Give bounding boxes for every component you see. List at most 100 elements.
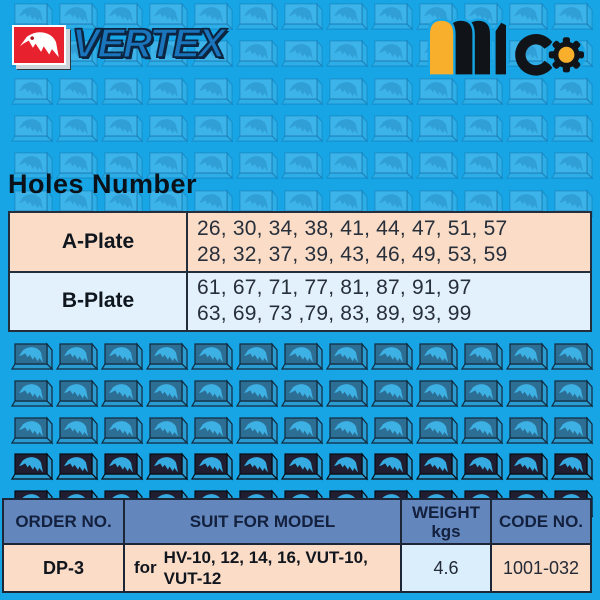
eagle-tile-icon bbox=[415, 342, 459, 371]
eagle-tile-icon bbox=[10, 114, 54, 143]
b-plate-label: B-Plate bbox=[10, 272, 186, 330]
eagle-tile-icon bbox=[235, 416, 279, 445]
eagle-tile-icon bbox=[145, 379, 189, 408]
eagle-tile-icon bbox=[460, 114, 504, 143]
eagle-tile-icon bbox=[325, 342, 369, 371]
eagle-tile-icon bbox=[550, 2, 594, 31]
weight-value: 4.6 bbox=[402, 545, 490, 591]
eagle-tile-icon bbox=[235, 452, 279, 481]
eagle-tile-icon bbox=[550, 416, 594, 445]
eagle-tile-icon bbox=[10, 452, 54, 481]
eagle-tile-icon bbox=[145, 114, 189, 143]
gear-icon bbox=[547, 35, 586, 74]
eagle-tile-icon bbox=[190, 2, 234, 31]
eagle-icon bbox=[19, 32, 59, 58]
eagle-tile-icon bbox=[190, 114, 234, 143]
eagle-tile-icon bbox=[100, 2, 144, 31]
eagle-tile-icon bbox=[235, 39, 279, 68]
b-plate-values: 61, 67, 71, 77, 81, 87, 91, 97 63, 69, 7… bbox=[188, 272, 590, 330]
code-no-value: 1001-032 bbox=[492, 545, 590, 591]
eagle-tile-icon bbox=[280, 77, 324, 106]
eagle-tile-icon bbox=[55, 452, 99, 481]
eagle-tile-icon bbox=[190, 39, 234, 68]
b-plate-line1: 61, 67, 71, 77, 81, 87, 91, 97 bbox=[197, 276, 472, 300]
eagle-tile-icon bbox=[325, 151, 369, 180]
eagle-tile-icon bbox=[415, 416, 459, 445]
eagle-tile-icon bbox=[370, 452, 414, 481]
eagle-tile-icon bbox=[370, 416, 414, 445]
eagle-tile-icon bbox=[415, 114, 459, 143]
eagle-tile-icon bbox=[190, 379, 234, 408]
order-no-header: ORDER NO. bbox=[4, 500, 123, 543]
a-plate-line2: 28, 32, 37, 39, 43, 46, 49, 53, 59 bbox=[197, 242, 508, 266]
eagle-tile-icon bbox=[325, 379, 369, 408]
eagle-tile-icon bbox=[325, 2, 369, 31]
eagle-tile-icon bbox=[235, 151, 279, 180]
eagle-tile-icon bbox=[505, 151, 549, 180]
eagle-tile-icon bbox=[100, 416, 144, 445]
eagle-tile-icon bbox=[235, 379, 279, 408]
eagle-tile-icon bbox=[280, 416, 324, 445]
a-plate-values: 26, 30, 34, 38, 41, 44, 47, 51, 57 28, 3… bbox=[188, 213, 590, 271]
b-plate-line2: 63, 69, 73 ,79, 83, 89, 93, 99 bbox=[197, 302, 472, 326]
eagle-tile-icon bbox=[505, 77, 549, 106]
eagle-tile-icon bbox=[505, 342, 549, 371]
eagle-tile-icon bbox=[280, 2, 324, 31]
eagle-tile-icon bbox=[325, 452, 369, 481]
eagle-tile-icon bbox=[100, 114, 144, 143]
eagle-tile-icon bbox=[190, 416, 234, 445]
eagle-tile-icon bbox=[190, 452, 234, 481]
eagle-tile-icon bbox=[550, 342, 594, 371]
eagle-tile-icon bbox=[145, 39, 189, 68]
eagle-tile-icon bbox=[505, 2, 549, 31]
holes-table: A-Plate 26, 30, 34, 38, 41, 44, 47, 51, … bbox=[8, 211, 592, 332]
eagle-tile-icon bbox=[460, 77, 504, 106]
eagle-tile-icon bbox=[370, 342, 414, 371]
eagle-tile-icon bbox=[10, 342, 54, 371]
eagle-tile-icon bbox=[550, 452, 594, 481]
eagle-tile-icon bbox=[280, 379, 324, 408]
eagle-tile-icon bbox=[235, 2, 279, 31]
a-plate-line1: 26, 30, 34, 38, 41, 44, 47, 51, 57 bbox=[197, 216, 508, 240]
eagle-tile-icon bbox=[415, 452, 459, 481]
eagle-tile-icon bbox=[370, 379, 414, 408]
eagle-tile-icon bbox=[235, 114, 279, 143]
eagle-tile-icon bbox=[280, 114, 324, 143]
eagle-tile-icon bbox=[55, 77, 99, 106]
mtc-arch bbox=[427, 18, 456, 77]
eagle-tile-icon bbox=[190, 77, 234, 106]
eagle-tile-icon bbox=[55, 114, 99, 143]
eagle-tile-icon bbox=[145, 416, 189, 445]
order-no-value: DP-3 bbox=[4, 545, 123, 591]
code-no-header: CODE NO. bbox=[492, 500, 590, 543]
eagle-tile-icon bbox=[190, 151, 234, 180]
eagle-tile-icon bbox=[325, 77, 369, 106]
eagle-tile-icon bbox=[100, 452, 144, 481]
eagle-tile-icon bbox=[550, 114, 594, 143]
eagle-tile-icon bbox=[460, 379, 504, 408]
eagle-tile-icon bbox=[55, 416, 99, 445]
page-title: Holes Number bbox=[8, 169, 198, 199]
eagle-tile-icon bbox=[145, 2, 189, 31]
eagle-tile-icon bbox=[10, 379, 54, 408]
weight-header: WEIGHT kgs bbox=[402, 500, 490, 543]
eagle-tile-icon bbox=[550, 151, 594, 180]
eagle-tile-icon bbox=[55, 379, 99, 408]
eagle-tile-icon bbox=[415, 379, 459, 408]
eagle-tile-icon bbox=[550, 77, 594, 106]
eagle-tile-icon bbox=[280, 39, 324, 68]
suit-prefix: for bbox=[134, 558, 157, 577]
eagle-tile-icon bbox=[100, 77, 144, 106]
eagle-tile-icon bbox=[325, 39, 369, 68]
eagle-tile-icon bbox=[460, 452, 504, 481]
eagle-tile-icon bbox=[10, 151, 54, 180]
eagle-tile-icon bbox=[460, 151, 504, 180]
eagle-tile-icon bbox=[100, 151, 144, 180]
vertex-logo: VERTEX bbox=[12, 20, 226, 66]
eagle-tile-icon bbox=[460, 342, 504, 371]
a-plate-label: A-Plate bbox=[10, 213, 186, 271]
vertex-wordmark: VERTEX bbox=[71, 20, 226, 66]
eagle-tile-icon bbox=[235, 77, 279, 106]
eagle-tile-icon bbox=[235, 342, 279, 371]
